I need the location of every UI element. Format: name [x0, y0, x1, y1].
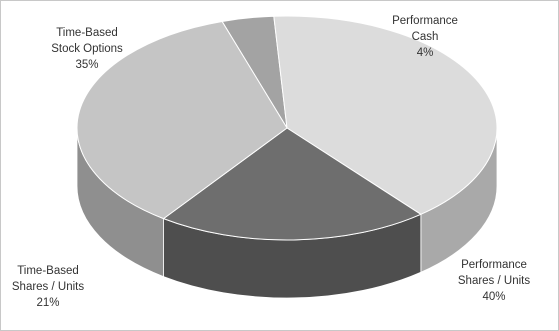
pie-slice-1	[273, 15, 498, 215]
slice-percent-2: 21%	[36, 297, 59, 309]
slice-label-3: Time-Based Stock Options 35%	[51, 27, 123, 71]
slice-label-line-0-1: Cash	[412, 31, 439, 43]
slice-percent-3: 35%	[75, 59, 98, 71]
slice-label-line-3-0: Time-Based	[56, 27, 118, 39]
pie-labels: Performance Cash 4% Performance Shares / Uni…	[12, 15, 530, 309]
slice-label-line-1-1: Shares / Units	[458, 275, 530, 287]
slice-percent-1: 40%	[482, 291, 505, 303]
pie-slice-2	[162, 127, 422, 241]
slice-label-0: Performance Cash 4%	[392, 15, 458, 59]
slice-label-line-3-1: Stock Options	[51, 43, 123, 55]
slice-percent-0: 4%	[417, 47, 434, 59]
pie-tops	[76, 15, 498, 241]
slice-label-line-2-1: Shares / Units	[12, 281, 84, 293]
pie-slice-3	[76, 20, 288, 220]
slice-label-2: Time-Based Shares / Units 21%	[12, 265, 84, 309]
slice-label-line-1-0: Performance	[461, 259, 527, 271]
slice-label-line-0-0: Performance	[392, 15, 458, 27]
slice-label-1: Performance Shares / Units 40%	[458, 259, 530, 303]
slice-label-line-2-0: Time-Based	[17, 265, 79, 277]
